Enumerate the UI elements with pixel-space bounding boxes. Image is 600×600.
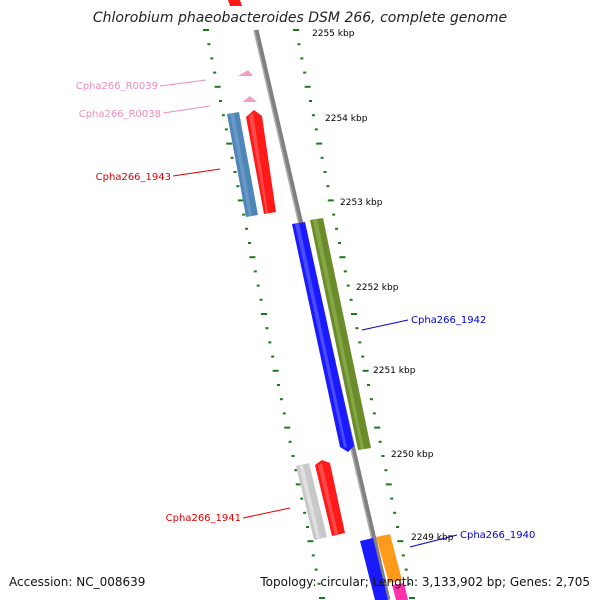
scale-label-2253: 2253 kbp xyxy=(340,198,383,208)
gene-label-r0039: Cpha266_R0039 xyxy=(76,81,158,92)
accession-text: Accession: NC_008639 xyxy=(9,575,146,589)
scale-label-2254: 2254 kbp xyxy=(325,114,368,124)
gene-feature-1943 xyxy=(246,110,276,214)
gene-label-r0038: Cpha266_R0038 xyxy=(79,109,161,120)
leader-line-1940 xyxy=(409,534,458,548)
gene-label-1940: Cpha266_1940 xyxy=(460,530,535,541)
genome-summary-text: Topology: circular; Length: 3,133,902 bp… xyxy=(260,575,590,589)
scale-label-2255: 2255 kbp xyxy=(312,29,355,39)
gene-feature-steel xyxy=(227,112,258,217)
scale-label-2251: 2251 kbp xyxy=(373,366,416,376)
gene-feature-olive xyxy=(310,218,371,450)
scale-label-2252: 2252 kbp xyxy=(356,283,399,293)
gene-label-1941: Cpha266_1941 xyxy=(166,513,241,524)
gene-label-1943: Cpha266_1943 xyxy=(96,172,171,183)
map-title: Chlorobium phaeobacteroides DSM 266, com… xyxy=(92,10,508,26)
scale-label-2249: 2249 kbp xyxy=(411,533,454,543)
leader-line-r0039 xyxy=(159,79,207,87)
gene-feature-top-red xyxy=(228,0,242,6)
gene-feature-1942-blue xyxy=(292,222,354,452)
leader-line-1943 xyxy=(172,168,221,177)
rna-feature-r0039 xyxy=(238,70,253,76)
gene-feature-magenta xyxy=(392,583,408,600)
gene-feature-1940-blue xyxy=(360,538,388,600)
gene-label-1942: Cpha266_1942 xyxy=(411,315,486,326)
gene-feature-orange xyxy=(376,534,402,583)
tick-marks-right xyxy=(293,29,415,599)
rna-feature-r0038 xyxy=(242,96,257,102)
leader-line-1942 xyxy=(361,319,409,331)
scale-label-2250: 2250 kbp xyxy=(391,450,434,460)
gene-feature-1941 xyxy=(315,460,345,536)
gene-feature-grey xyxy=(296,463,327,540)
tick-marks-left xyxy=(203,29,325,599)
leader-line-r0038 xyxy=(162,105,211,114)
leader-line-1941 xyxy=(242,507,291,519)
